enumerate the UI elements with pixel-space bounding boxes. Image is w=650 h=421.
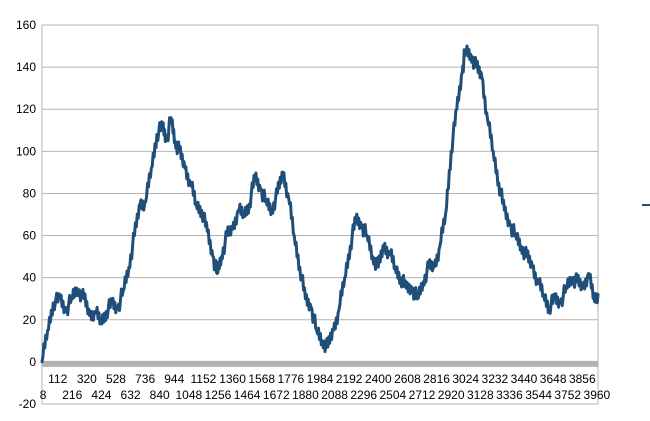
x-tick-label: 3856 (569, 372, 596, 386)
x-tick-label: 1984 (307, 372, 334, 386)
x-tick-label: 2296 (350, 388, 377, 402)
y-tick-label: 20 (23, 313, 37, 327)
x-tick-label: 1256 (205, 388, 232, 402)
y-tick-label: 0 (29, 355, 36, 369)
x-axis-band (42, 360, 598, 367)
y-tick-label: 160 (16, 18, 36, 32)
x-tick-label: 1672 (263, 388, 290, 402)
x-tick-label: 2920 (438, 388, 465, 402)
series-layer (40, 44, 600, 364)
y-tick-label: 60 (23, 229, 37, 243)
x-tick-label: 2712 (409, 388, 436, 402)
x-tick-label: 320 (77, 372, 97, 386)
x-tick-label: 112 (48, 372, 67, 386)
x-tick-label: 528 (106, 372, 126, 386)
x-tick-label: 3232 (482, 372, 509, 386)
y-tick-label: 120 (16, 102, 36, 116)
x-tick-label: 1776 (278, 372, 305, 386)
x-tick-label: 2192 (336, 372, 363, 386)
x-tick-label: 1048 (175, 388, 202, 402)
y-tick-label: 140 (16, 60, 36, 74)
x-tick-label: 3544 (525, 388, 552, 402)
grid-layer (41, 24, 599, 405)
x-tick-label: 3336 (496, 388, 523, 402)
x-tick-label: 2608 (394, 372, 421, 386)
x-tick-label: 2400 (365, 372, 392, 386)
x-tick-label: 1360 (219, 372, 246, 386)
x-tick-label: 840 (150, 388, 170, 402)
y-tick-layer: -20 0 20 40 60 80 100 120 140 160 (16, 18, 36, 411)
y-tick-label: 40 (23, 271, 37, 285)
x-tick-layer: 112 320 528 736 944 1152 1360 1568 1776 1984 2192 2… (40, 372, 611, 402)
y-tick-label: 100 (16, 144, 36, 158)
x-tick-label: 424 (91, 388, 111, 402)
x-tick-label: 3752 (554, 388, 581, 402)
series-line-0 (40, 44, 600, 364)
x-tick-label: 3648 (540, 372, 567, 386)
x-tick-label: 2088 (321, 388, 348, 402)
x-tick-label: 1880 (292, 388, 319, 402)
y-tick-label: 80 (23, 186, 37, 200)
x-tick-label: 8 (40, 388, 47, 402)
x-tick-label: 632 (121, 388, 141, 402)
x-tick-label: 1464 (234, 388, 261, 402)
x-tick-label: 3960 (584, 388, 611, 402)
x-tick-label: 1152 (191, 372, 217, 386)
x-tick-label: 2504 (380, 388, 407, 402)
x-tick-label: 944 (164, 372, 184, 386)
x-tick-label: 1568 (248, 372, 275, 386)
x-axis-band-layer (42, 360, 598, 367)
x-tick-label: 736 (135, 372, 155, 386)
x-tick-label: 2816 (423, 372, 450, 386)
x-tick-label: 3024 (452, 372, 479, 386)
x-tick-label: 216 (62, 388, 82, 402)
y-tick-label: -20 (19, 397, 37, 411)
x-tick-label: 3128 (467, 388, 494, 402)
x-tick-label: 3440 (511, 372, 538, 386)
